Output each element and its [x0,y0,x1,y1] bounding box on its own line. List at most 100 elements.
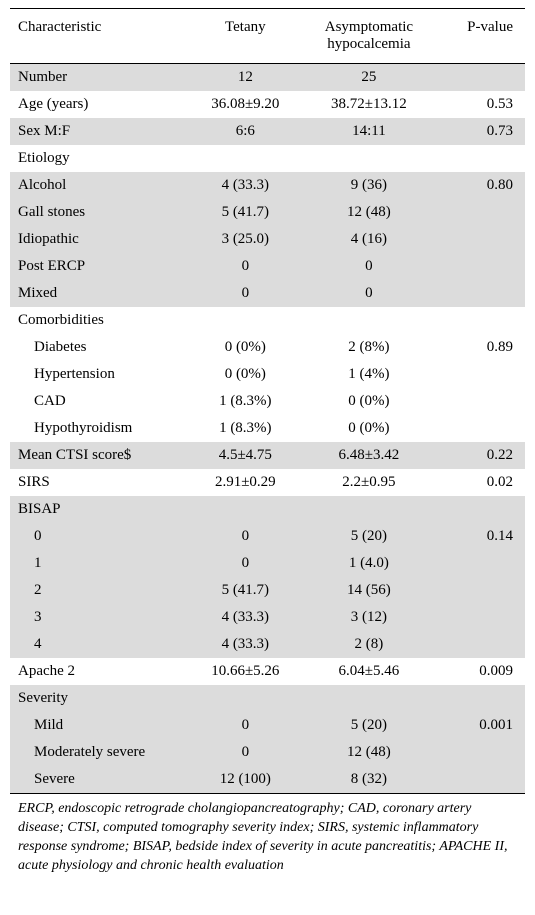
cell-pvalue [432,388,525,415]
cell-pvalue: 0.53 [432,91,525,118]
cell-pvalue [432,496,525,523]
cell-asymptomatic [304,307,433,334]
cell-asymptomatic: 14 (56) [304,577,433,604]
table-row: BISAP [10,496,525,523]
table-row: Mean CTSI score$4.5±4.756.48±3.420.22 [10,442,525,469]
table-row: Number1225 [10,64,525,92]
cell-characteristic: Idiopathic [10,226,185,253]
cell-characteristic: 4 [10,631,185,658]
table-row: Etiology [10,145,525,172]
cell-tetany: 0 (0%) [185,361,303,388]
cell-characteristic: Mixed [10,280,185,307]
cell-characteristic: Comorbidities [10,307,185,334]
cell-asymptomatic [304,145,433,172]
cell-characteristic: 3 [10,604,185,631]
cell-pvalue: 0.14 [432,523,525,550]
cell-pvalue [432,739,525,766]
cell-pvalue: 0.009 [432,658,525,685]
cell-tetany: 0 [185,523,303,550]
data-table: Characteristic Tetany Asymptomatic hypoc… [10,8,525,793]
table-row: Apache 210.66±5.266.04±5.460.009 [10,658,525,685]
table-row: CAD1 (8.3%)0 (0%) [10,388,525,415]
cell-tetany: 36.08±9.20 [185,91,303,118]
cell-pvalue: 0.001 [432,712,525,739]
cell-pvalue: 0.22 [432,442,525,469]
cell-pvalue [432,631,525,658]
cell-pvalue [432,415,525,442]
cell-asymptomatic: 0 (0%) [304,415,433,442]
cell-asymptomatic: 0 [304,253,433,280]
cell-pvalue: 0.02 [432,469,525,496]
cell-asymptomatic: 3 (12) [304,604,433,631]
cell-tetany: 0 (0%) [185,334,303,361]
table-row: Severe12 (100)8 (32) [10,766,525,793]
cell-tetany: 0 [185,712,303,739]
table-row: Diabetes0 (0%)2 (8%)0.89 [10,334,525,361]
cell-characteristic: Diabetes [10,334,185,361]
cell-tetany: 1 (8.3%) [185,415,303,442]
cell-tetany: 2.91±0.29 [185,469,303,496]
cell-tetany: 4 (33.3) [185,631,303,658]
table-row: Mixed00 [10,280,525,307]
cell-asymptomatic: 12 (48) [304,739,433,766]
table-row: Idiopathic3 (25.0)4 (16) [10,226,525,253]
table-row: Gall stones5 (41.7)12 (48) [10,199,525,226]
cell-pvalue [432,145,525,172]
cell-tetany: 10.66±5.26 [185,658,303,685]
cell-pvalue [432,226,525,253]
table-row: Mild05 (20)0.001 [10,712,525,739]
cell-pvalue [432,199,525,226]
cell-asymptomatic: 8 (32) [304,766,433,793]
table-row: Hypertension0 (0%)1 (4%) [10,361,525,388]
cell-asymptomatic: 9 (36) [304,172,433,199]
table-row: Hypothyroidism1 (8.3%)0 (0%) [10,415,525,442]
table-row: Alcohol4 (33.3)9 (36)0.80 [10,172,525,199]
cell-asymptomatic [304,685,433,712]
cell-asymptomatic: 1 (4%) [304,361,433,388]
cell-asymptomatic: 2 (8%) [304,334,433,361]
cell-characteristic: Post ERCP [10,253,185,280]
cell-characteristic: Severity [10,685,185,712]
cell-asymptomatic: 12 (48) [304,199,433,226]
cell-characteristic: CAD [10,388,185,415]
cell-asymptomatic: 5 (20) [304,712,433,739]
cell-characteristic: 0 [10,523,185,550]
header-asymptomatic: Asymptomatic hypocalcemia [304,9,433,64]
cell-tetany: 4.5±4.75 [185,442,303,469]
cell-characteristic: Hypertension [10,361,185,388]
cell-tetany [185,496,303,523]
cell-characteristic: Age (years) [10,91,185,118]
cell-asymptomatic: 6.48±3.42 [304,442,433,469]
footnote: ERCP, endoscopic retrograde cholangiopan… [10,793,525,876]
cell-pvalue [432,280,525,307]
cell-pvalue [432,361,525,388]
table-row: 34 (33.3)3 (12) [10,604,525,631]
cell-asymptomatic: 1 (4.0) [304,550,433,577]
cell-asymptomatic: 4 (16) [304,226,433,253]
cell-pvalue [432,685,525,712]
cell-characteristic: Moderately severe [10,739,185,766]
cell-characteristic: Mean CTSI score$ [10,442,185,469]
table-row: 25 (41.7)14 (56) [10,577,525,604]
cell-asymptomatic: 14:11 [304,118,433,145]
cell-asymptomatic: 5 (20) [304,523,433,550]
cell-tetany: 4 (33.3) [185,604,303,631]
cell-tetany: 0 [185,280,303,307]
cell-asymptomatic: 0 [304,280,433,307]
table-row: Moderately severe012 (48) [10,739,525,766]
cell-characteristic: 2 [10,577,185,604]
cell-characteristic: Mild [10,712,185,739]
cell-characteristic: Sex M:F [10,118,185,145]
cell-pvalue [432,604,525,631]
table-row: SIRS2.91±0.292.2±0.950.02 [10,469,525,496]
cell-pvalue [432,550,525,577]
cell-characteristic: Number [10,64,185,92]
cell-tetany: 0 [185,739,303,766]
header-pvalue: P-value [432,9,525,64]
cell-asymptomatic: 25 [304,64,433,92]
cell-tetany: 5 (41.7) [185,199,303,226]
cell-tetany: 3 (25.0) [185,226,303,253]
cell-pvalue [432,64,525,92]
cell-tetany [185,685,303,712]
table-container: Characteristic Tetany Asymptomatic hypoc… [0,0,535,886]
